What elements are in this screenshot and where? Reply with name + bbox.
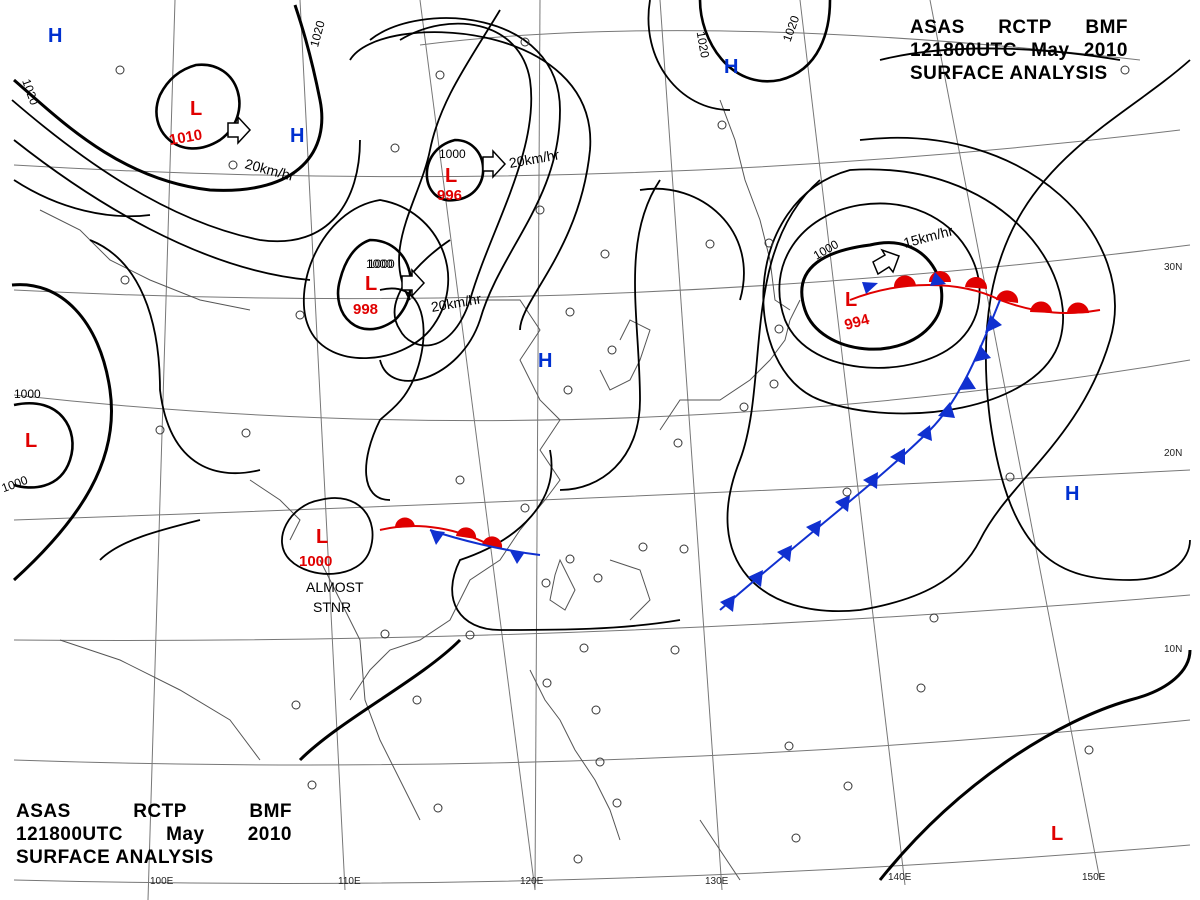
low-value: 1010 — [168, 126, 204, 149]
header-line-2: 121800UTC May 2010 — [910, 39, 1128, 62]
low-center: L — [445, 165, 457, 187]
isobar-label: 1020 — [780, 13, 802, 43]
low-value: 1000 — [299, 553, 332, 570]
isobar-label: 1000 — [811, 237, 841, 263]
isobar-label: 1020 — [694, 30, 712, 59]
note-line: STNR — [313, 599, 351, 615]
motion-label: 20km/hr — [243, 155, 296, 184]
low-value: 994 — [843, 311, 872, 334]
pressure-centers: H L 1010 H L 996 L 998 H H L 994 L L 100… — [25, 25, 1079, 845]
high-center: H — [724, 56, 738, 78]
warm-front — [379, 271, 1101, 548]
header-station: RCTP — [133, 801, 187, 822]
stationary-note: ALMOST STNR — [306, 579, 364, 615]
header-office: BMF — [1085, 17, 1128, 38]
low-center: L — [25, 430, 37, 452]
header-month: May — [166, 824, 205, 845]
low-center: L — [190, 98, 202, 120]
lon-label: 130E — [705, 876, 729, 887]
isobar-label: 1000 — [368, 257, 395, 271]
header-time: 121800UTC — [16, 824, 123, 845]
header-year: 2010 — [247, 824, 292, 845]
header-title: SURFACE ANALYSIS — [910, 63, 1108, 84]
header-time: 121800UTC — [910, 40, 1017, 61]
low-center: L — [845, 289, 857, 311]
header-year: 2010 — [1083, 40, 1128, 61]
isobar-label: 1000 — [439, 147, 466, 161]
isobars — [11, 0, 1192, 881]
lon-label: 110E — [338, 876, 361, 887]
low-center: L — [365, 273, 377, 295]
header-agency: ASAS — [910, 17, 965, 38]
high-center: H — [1065, 483, 1079, 505]
lon-label: 100E — [150, 876, 174, 887]
header-line-2: 121800UTC May 2010 — [16, 823, 292, 846]
lon-label: 150E — [1082, 872, 1106, 883]
low-value: 998 — [353, 301, 378, 318]
isobar-label: 1020 — [19, 77, 41, 107]
lon-label: 140E — [888, 872, 912, 883]
header-station: RCTP — [998, 17, 1052, 38]
lon-label: 120E — [520, 876, 544, 887]
map-header-bottom: ASAS RCTP BMF 121800UTC May 2010 SURFACE… — [16, 800, 292, 869]
coastlines — [39, 99, 801, 881]
lat-label: 10N — [1164, 644, 1182, 655]
high-center: H — [538, 350, 552, 372]
cold-front — [429, 272, 1002, 612]
movement-arrows — [227, 115, 900, 298]
lat-label: 30N — [1164, 262, 1182, 273]
header-line-1: ASAS RCTP BMF — [16, 800, 292, 823]
isobar-labels: 1020 1020 1020 1020 1000 1000 1000 1000 … — [0, 13, 841, 495]
high-center: H — [48, 25, 62, 47]
latitude-labels: 30N 20N 10N — [1164, 262, 1182, 655]
low-center: L — [316, 526, 328, 548]
header-agency: ASAS — [16, 801, 71, 822]
isobar-label: 1000 — [14, 387, 41, 401]
motion-label: 20km/hr — [430, 290, 483, 315]
motion-label: 15km/hr — [902, 222, 955, 251]
low-value: 996 — [437, 187, 462, 204]
isobar-label: 1000 — [366, 257, 393, 271]
header-title: SURFACE ANALYSIS — [16, 847, 214, 868]
header-month: May — [1031, 40, 1070, 61]
map-header-top: ASAS RCTP BMF 121800UTC May 2010 SURFACE… — [910, 16, 1128, 85]
header-office: BMF — [249, 801, 292, 822]
motion-label: 20km/hr — [508, 146, 561, 171]
longitude-labels: 100E 110E 120E 130E 140E 150E — [150, 872, 1106, 887]
station-plots — [115, 37, 1130, 864]
note-line: ALMOST — [306, 579, 364, 595]
isobar-label: 1000 — [0, 473, 30, 495]
high-center: H — [290, 125, 304, 147]
isobar-label: 1020 — [307, 19, 328, 49]
lat-label: 20N — [1164, 448, 1182, 459]
low-center: L — [1051, 823, 1063, 845]
header-line-1: ASAS RCTP BMF — [910, 16, 1128, 39]
